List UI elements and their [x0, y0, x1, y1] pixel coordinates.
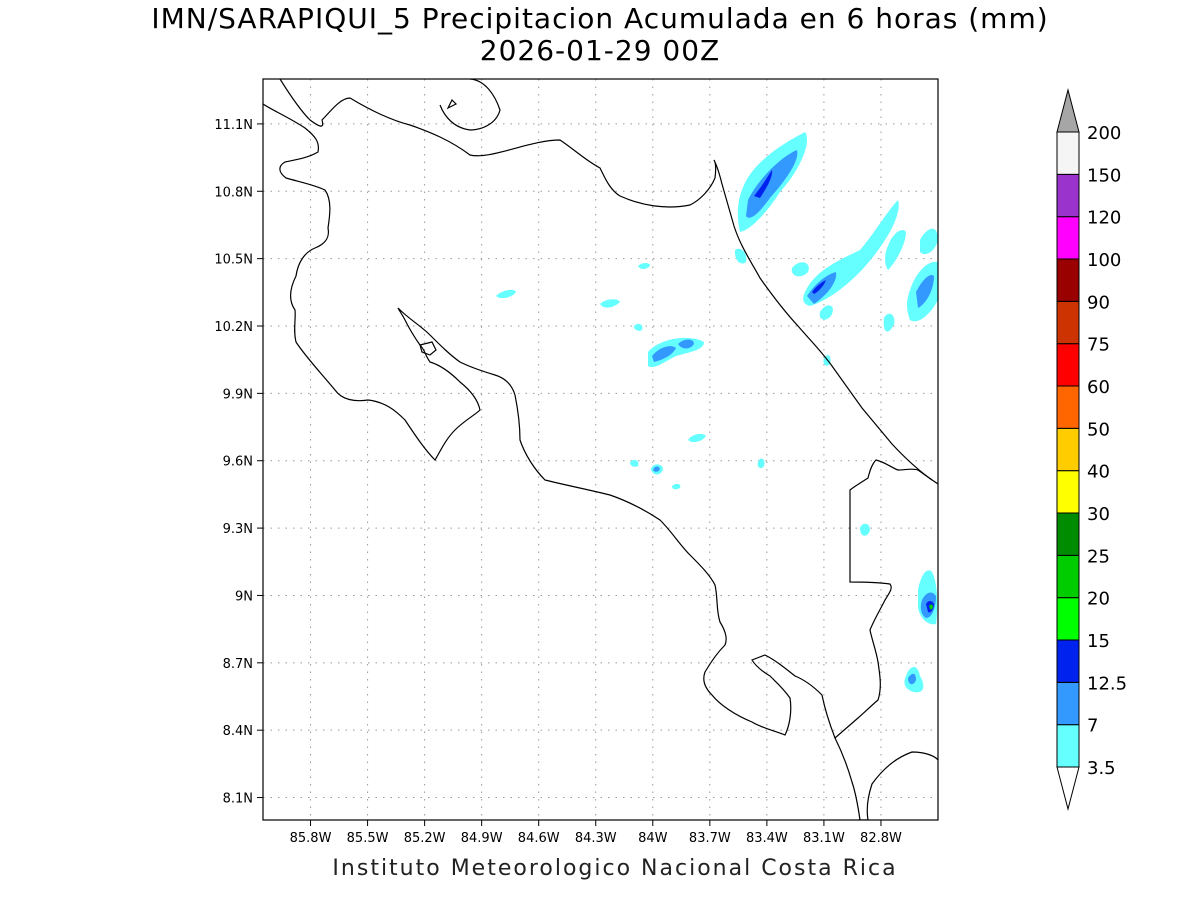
precip-cell	[754, 170, 773, 198]
colorbar-segment	[1056, 724, 1080, 768]
lat-tick-label: 9N	[235, 589, 253, 604]
lon-tick-label: 84.6W	[518, 831, 560, 846]
precip-cell	[652, 346, 676, 362]
precip-cell	[812, 280, 826, 294]
precip-cell	[496, 289, 516, 299]
precip-cell	[672, 483, 681, 490]
map-axis-ticks: 11.1N 10.8N 10.5N 10.2N 9.9N 9.6N 9.3N 9N 8.7N 8.…	[214, 118, 902, 846]
colorbar-level-label: 100	[1087, 250, 1121, 271]
colorbar-segment	[1056, 427, 1080, 472]
precip-cell	[920, 228, 938, 255]
colorbar-level-label: 30	[1087, 504, 1110, 525]
precip-cell	[630, 459, 639, 467]
lon-tick-label: 85.8W	[290, 831, 332, 846]
colorbar-level-label: 12.5	[1087, 673, 1127, 694]
lon-tick-label: 82.8W	[860, 831, 902, 846]
precip-cell	[807, 272, 837, 304]
lon-tick-label: 85.2W	[404, 831, 446, 846]
lat-tick-label: 10.8N	[214, 185, 253, 200]
precip-cell	[600, 299, 620, 308]
colorbar-segment	[1056, 216, 1080, 260]
chart-subtitle-datetime: 2026-01-29 00Z	[479, 34, 721, 67]
lon-tick-label: 83.7W	[689, 831, 731, 846]
colorbar-level-label: 7	[1087, 716, 1098, 737]
chart-title: IMN/SARAPIQUI_5 Precipitacion Acumulada …	[151, 2, 1049, 35]
colorbar-segment	[1056, 258, 1080, 302]
colorbar-segment	[1056, 300, 1080, 345]
colorbar-segment	[1056, 343, 1080, 387]
lon-tick-label: 85.5W	[347, 831, 389, 846]
precip-cell	[883, 313, 895, 332]
colorbar-segment	[1056, 470, 1080, 514]
precip-cell	[678, 339, 694, 349]
colorbar-level-label: 200	[1087, 123, 1121, 144]
colorbar-level-label: 20	[1087, 589, 1110, 610]
precip-cell	[916, 274, 934, 308]
colorbar-segment	[1056, 597, 1080, 641]
lat-tick-label: 11.1N	[214, 118, 253, 133]
precip-cell	[638, 263, 650, 269]
colorbar-under-triangle	[1056, 766, 1080, 811]
lat-tick-label: 10.2N	[214, 320, 253, 335]
colorbar-over-triangle	[1056, 88, 1080, 133]
precip-cell	[734, 248, 747, 264]
lat-tick-label: 8.1N	[223, 792, 253, 807]
precip-cell	[885, 229, 906, 270]
map-frame	[262, 78, 939, 821]
lat-tick-label: 10.5N	[214, 253, 253, 268]
colorbar-segment	[1056, 681, 1080, 726]
colorbar-level-label: 90	[1087, 292, 1110, 313]
precipitation-contours	[496, 132, 938, 693]
institution-footer: Instituto Meteorologico Nacional Costa R…	[332, 856, 898, 881]
lat-tick-label: 8.7N	[223, 657, 253, 672]
colorbar-segment	[1056, 385, 1080, 429]
colorbar-level-label: 150	[1087, 165, 1121, 186]
precip-cell	[634, 323, 643, 331]
colorbar-level-label: 3.5	[1087, 758, 1116, 779]
colorbar-level-label: 40	[1087, 462, 1110, 483]
colorbar-level-label: 25	[1087, 546, 1110, 567]
colorbar-segment	[1056, 173, 1080, 218]
precip-cell	[653, 466, 660, 472]
precip-cell	[791, 262, 809, 277]
colorbar-segment	[1056, 639, 1080, 683]
precip-cell	[688, 433, 706, 443]
lon-tick-label: 84W	[638, 831, 668, 846]
colorbar-level-label: 75	[1087, 335, 1110, 356]
colorbar-segment	[1056, 131, 1080, 175]
lon-tick-label: 84.3W	[575, 831, 617, 846]
colorbar-level-label: 15	[1087, 631, 1110, 652]
precip-cell	[860, 523, 870, 536]
lon-tick-label: 84.9W	[461, 831, 503, 846]
colorbar-level-label: 120	[1087, 208, 1121, 229]
lat-tick-label: 8.4N	[223, 724, 253, 739]
colorbar-segment	[1056, 512, 1080, 556]
coastline-borders	[263, 79, 938, 820]
lat-tick-label: 9.3N	[223, 522, 253, 537]
precip-cell	[819, 305, 833, 320]
map-gridlines	[263, 79, 938, 820]
lon-tick-label: 83.1W	[803, 831, 845, 846]
colorbar-level-label: 60	[1087, 377, 1110, 398]
precip-cell	[746, 150, 798, 218]
precipitation-colorbar: 3.5 7 12.5 15 20 25 30 40 50 60 75 90 100 120 150 200	[1056, 88, 1127, 811]
precip-cell	[929, 604, 933, 610]
lat-tick-label: 9.9N	[223, 387, 253, 402]
colorbar-segment	[1056, 554, 1080, 599]
precip-cell	[757, 458, 765, 469]
colorbar-level-label: 50	[1087, 419, 1110, 440]
lon-tick-label: 83.4W	[746, 831, 788, 846]
precip-cell	[908, 673, 916, 685]
lat-tick-label: 9.6N	[223, 455, 253, 470]
